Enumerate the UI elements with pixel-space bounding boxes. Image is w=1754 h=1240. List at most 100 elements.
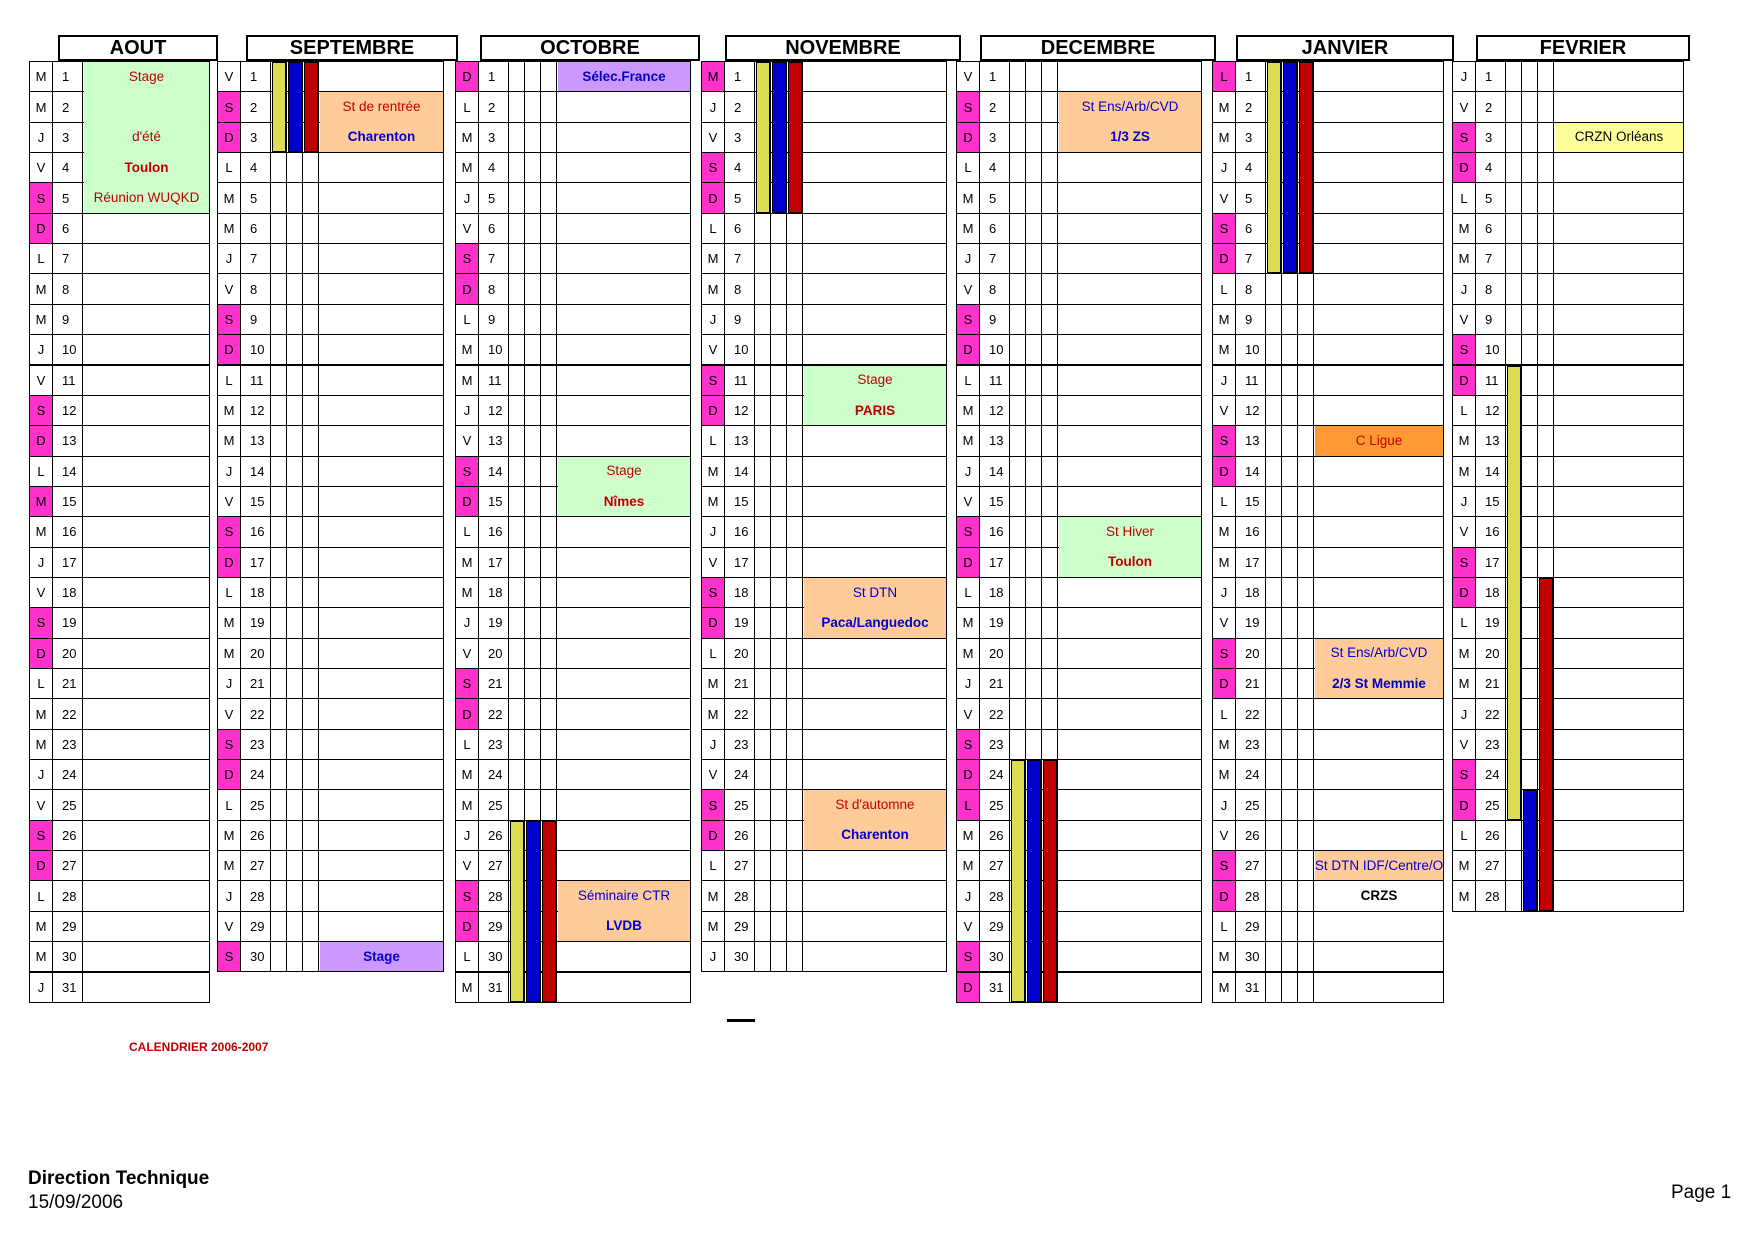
event-cell [1313,971,1444,1003]
day-number: 5 [240,182,271,214]
event-label: St Ens/Arb/CVD [1081,99,1179,115]
day-letter: J [29,759,53,791]
event-cell [1057,273,1202,305]
event-cell [1553,425,1684,457]
period-cell [1537,546,1554,578]
period-cell [786,910,803,943]
period-cell [1025,334,1042,366]
period-cell [754,880,771,912]
event-cell [802,121,947,154]
event-cell [82,455,210,487]
event-cell [82,364,210,396]
day-letter: M [1212,546,1236,578]
period-cell [270,668,287,700]
period-cell [1041,91,1058,123]
event-cell [82,485,210,518]
period-cell [302,516,319,548]
period-cell [786,607,803,639]
day-number: 14 [1235,455,1266,487]
event-cell [318,668,444,700]
period-cell [1521,212,1538,245]
period-cell [286,485,303,518]
period-cell [302,212,319,245]
event-cell [318,455,444,487]
day-letter: M [1452,212,1476,245]
event-cell [556,364,691,396]
event-cell [1057,364,1202,396]
event-cell [802,61,947,93]
period-cell [786,819,803,852]
day-number: 14 [240,455,271,487]
period-cell [1281,819,1298,852]
event-cell [1553,850,1684,882]
period-cell [770,576,787,609]
period-bar [1011,760,1025,1002]
event-cell [1313,546,1444,578]
event-cell [1057,485,1202,518]
period-cell [1521,576,1538,609]
event-cell [318,819,444,852]
day-number: 6 [1475,212,1506,245]
period-cell [270,273,287,305]
event-cell [82,576,210,609]
day-letter: S [217,728,241,761]
day-letter: J [455,182,479,214]
day-letter: D [1452,576,1476,609]
period-cell [1281,698,1298,730]
day-letter: V [455,212,479,245]
day-letter: J [956,880,980,912]
day-number: 30 [1235,941,1266,973]
event-cell [318,698,444,730]
period-cell [1521,698,1538,730]
day-letter: M [1212,516,1236,548]
period-bar [1523,790,1537,911]
calendar-title: CALENDRIER 2006-2007 [129,1040,269,1054]
event-cell [1313,243,1444,275]
day-number: 24 [240,759,271,791]
period-cell [1265,971,1282,1003]
day-letter: L [1212,273,1236,305]
period-cell [302,910,319,943]
period-cell [1009,303,1026,336]
event-cell [1553,637,1684,669]
day-letter: M [956,637,980,669]
event-cell [556,759,691,791]
day-number: 3 [478,121,509,154]
period-cell [508,182,525,214]
day-letter: M [29,303,53,336]
event-cell [1553,61,1684,93]
day-number: 3 [52,121,83,154]
day-letter: D [29,212,53,245]
period-cell [508,485,525,518]
period-cell [1521,516,1538,548]
day-letter: M [455,789,479,821]
event-cell [1057,941,1202,973]
day-number: 17 [979,546,1010,578]
period-cell [286,334,303,366]
period-cell [286,607,303,639]
day-number: 18 [478,576,509,609]
day-number: 6 [724,212,755,245]
event-cell [82,789,210,821]
day-number: 8 [1235,273,1266,305]
period-cell [1505,819,1522,852]
event-cell [556,425,691,457]
period-cell [1265,637,1282,669]
event-cell [1057,971,1202,1003]
day-letter: S [217,91,241,123]
event-cell [82,880,210,912]
event-cell [1057,243,1202,275]
day-letter: M [956,607,980,639]
day-number: 3 [1235,121,1266,154]
day-number: 27 [724,850,755,882]
period-cell [286,425,303,457]
event-cell [1553,880,1684,912]
event-cell [1553,759,1684,791]
day-number: 4 [724,152,755,184]
event-cell [1553,819,1684,852]
period-cell [270,212,287,245]
period-cell [786,637,803,669]
day-number: 29 [478,910,509,943]
period-cell [1041,728,1058,761]
day-number: 4 [1475,152,1506,184]
